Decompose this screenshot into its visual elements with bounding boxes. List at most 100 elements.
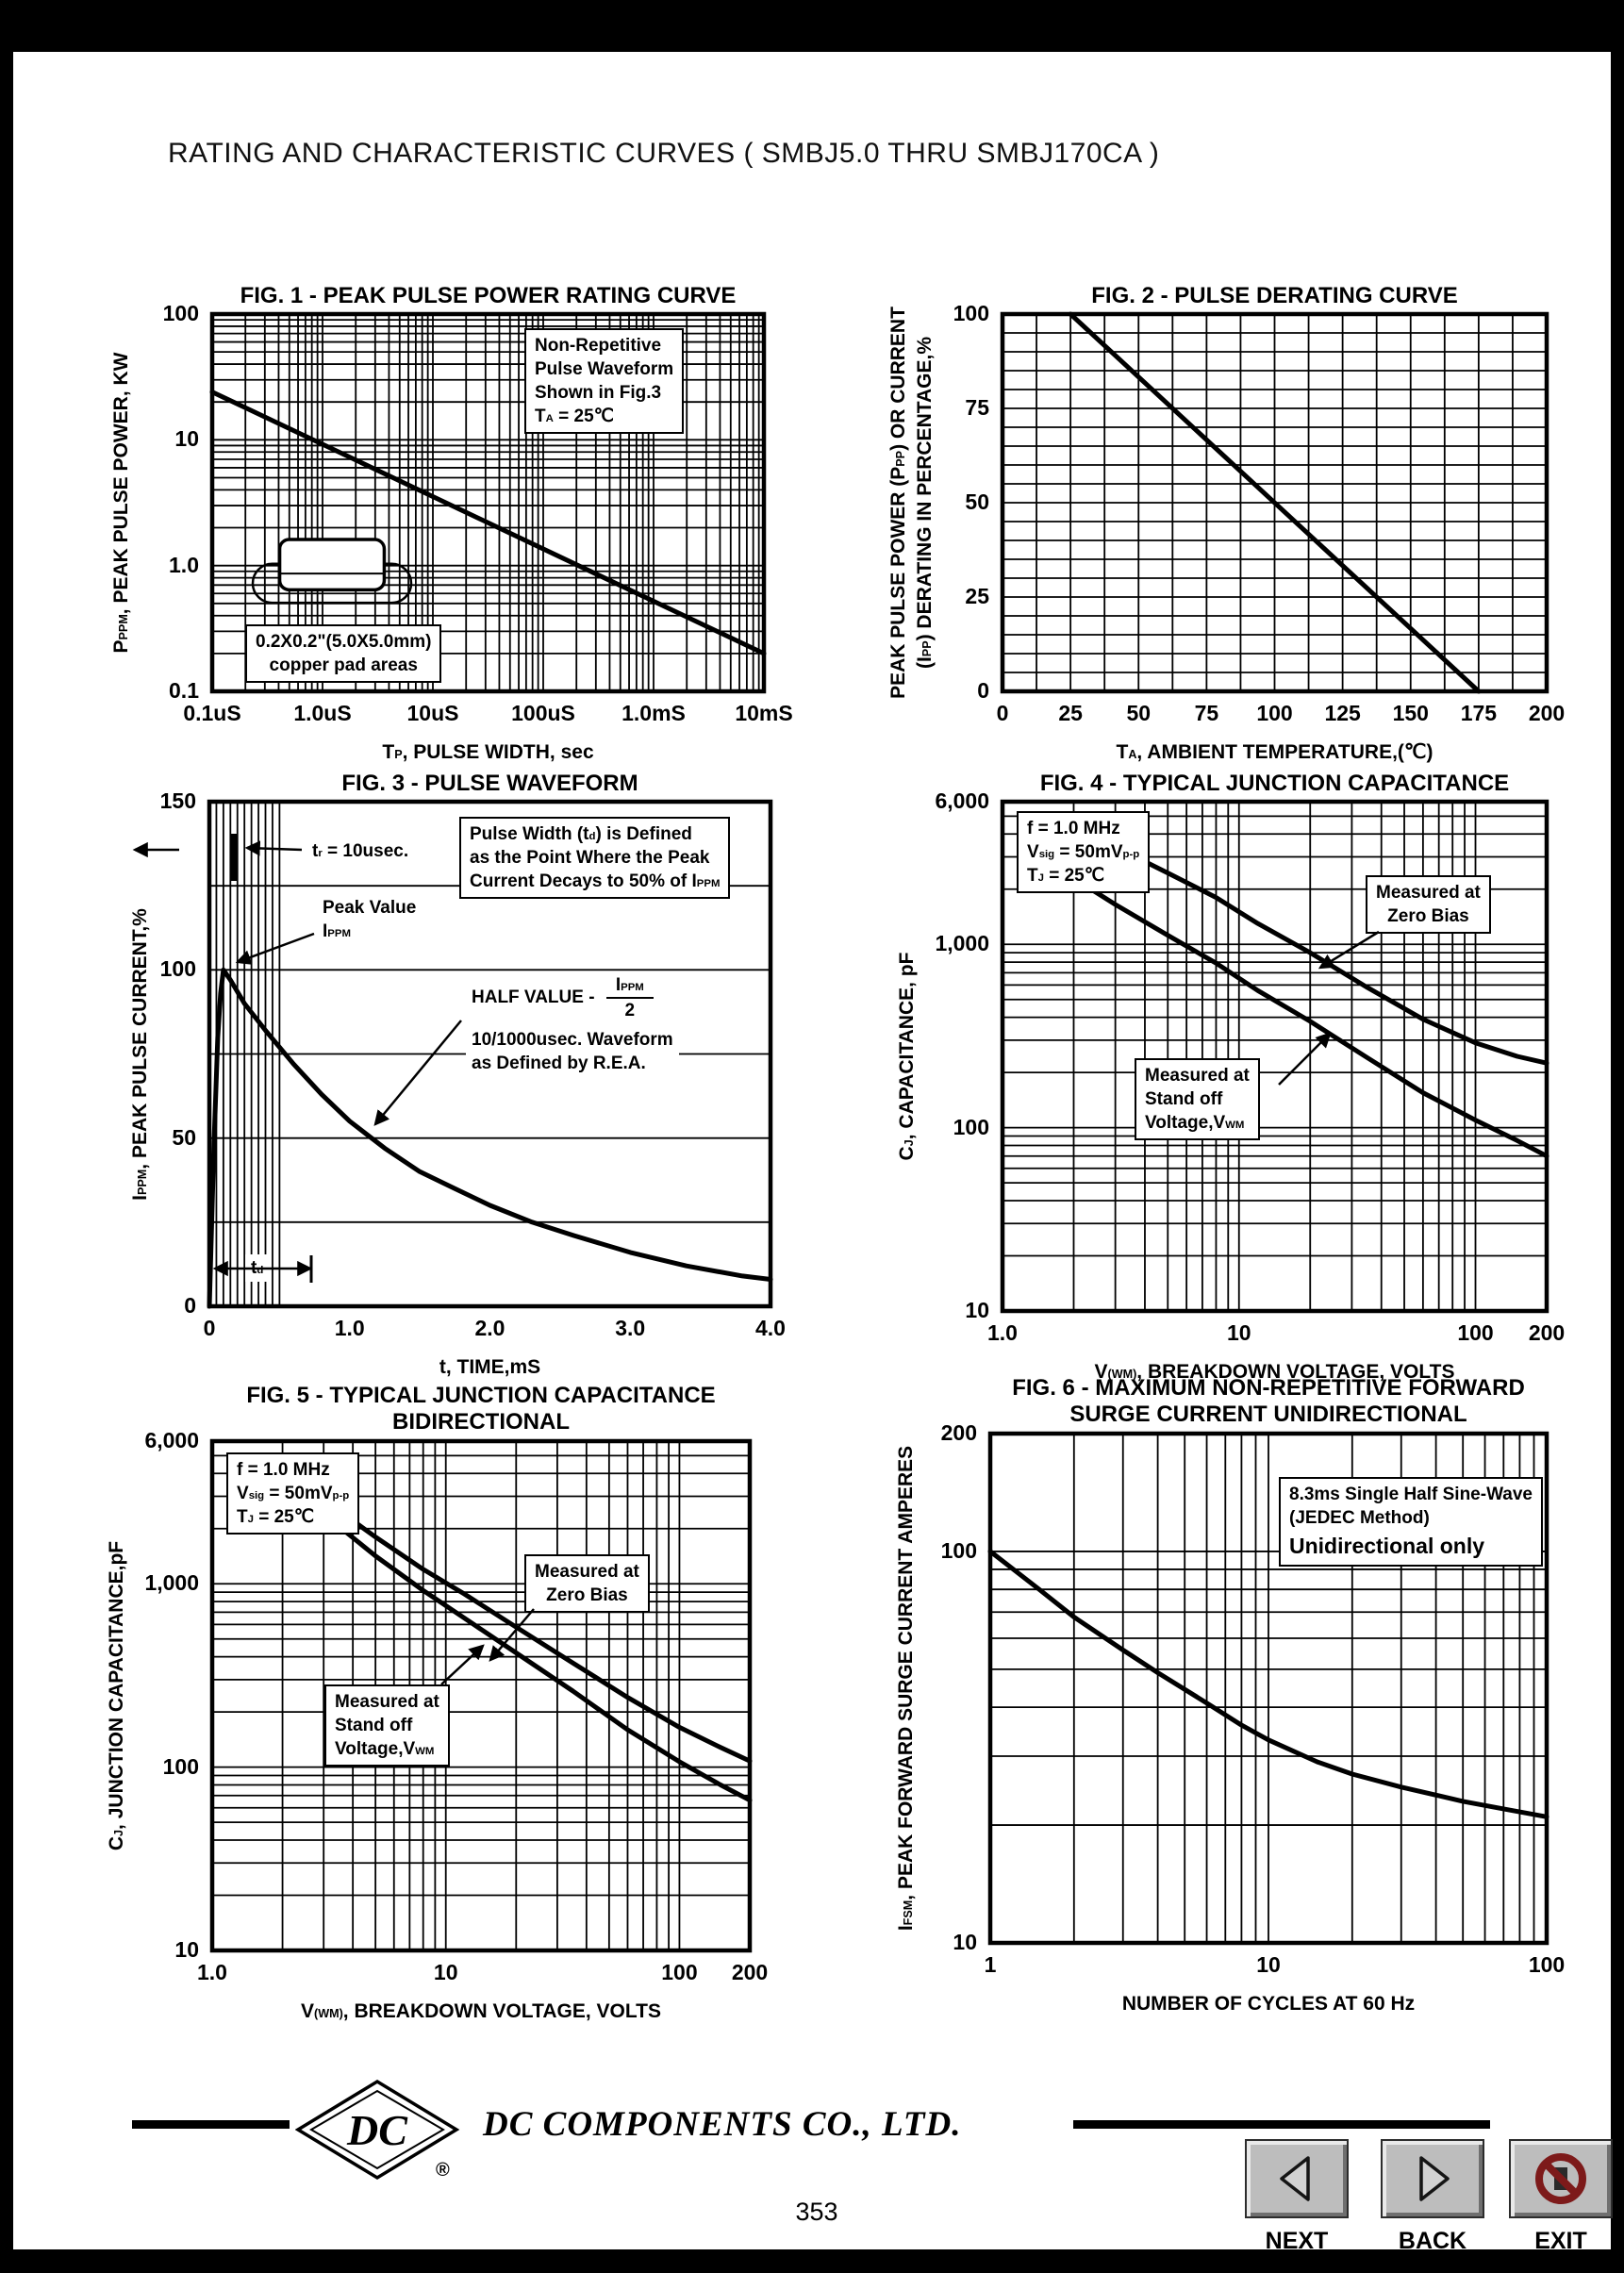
tick-label: 10mS (735, 701, 793, 725)
series-curve (337, 1508, 753, 1764)
fig6-figure: FIG. 6 - MAXIMUM NON-REPETITIVE FORWARD S… (895, 1375, 1565, 2015)
exit-button-label: EXIT (1534, 2228, 1587, 2254)
tick-label: 1.0 (197, 1960, 227, 1984)
registered-trademark: ® (436, 2160, 450, 2181)
tick-label: 6,000 (144, 1428, 199, 1452)
footer-rule-left (132, 2120, 290, 2129)
tick-label: 1.0 (334, 1316, 365, 1340)
tick-label: 200 (1528, 701, 1566, 725)
tick-label: 75 (965, 395, 989, 420)
tick-label: 10uS (406, 701, 459, 725)
footer-rule-right (1073, 2120, 1490, 2129)
tick-label: 150 (1392, 701, 1429, 725)
test-conditions: f = 1.0 MHz Vsig = 50mVp-p TJ = 25℃ (226, 1452, 360, 1535)
back-button[interactable] (1381, 2139, 1484, 2218)
tick-label: 25 (1058, 701, 1083, 725)
fig-title: FIG. 1 - PEAK PULSE POWER RATING CURVE (240, 283, 737, 308)
tick-label: 10 (1256, 1952, 1281, 1977)
series-curve (1068, 311, 1482, 694)
tick-label: 2.0 (474, 1316, 505, 1340)
rea-note: 10/1000usec. Waveform as Defined by R.E.A… (466, 1026, 679, 1078)
fig-title: FIG. 5 - TYPICAL JUNCTION CAPACITANCE BID… (246, 1383, 716, 1435)
tick-label: 150 (159, 788, 196, 813)
tick-label: 0.1uS (183, 701, 241, 725)
jedec-note: 8.3ms Single Half Sine-Wave (JEDEC Method… (1279, 1477, 1543, 1567)
logo-diamond-outer (295, 2079, 460, 2181)
x-axis-label: TP, PULSE WIDTH, sec (382, 741, 594, 763)
y-axis-label: IFSM, PEAK FORWARD SURGE CURRENT AMPERES (895, 1445, 917, 1932)
half-value-label: HALF VALUE - IPPM 2 (466, 971, 659, 1025)
back-button-label: BACK (1398, 2228, 1467, 2254)
next-button-label: NEXT (1265, 2228, 1329, 2254)
next-button[interactable] (1245, 2139, 1349, 2218)
series-curve (987, 1549, 1549, 1819)
series-curve (207, 967, 773, 1309)
standoff-label: Measured at Stand off Voltage,VWM (324, 1684, 450, 1767)
tick-label: 4.0 (755, 1316, 786, 1340)
tick-label: 0 (977, 678, 989, 703)
fig-title: FIG. 3 - PULSE WAVEFORM (341, 771, 638, 796)
fig2-figure: FIG. 2 - PULSE DERATING CURVE PEAK PULSE … (887, 283, 1565, 763)
y-axis-label: IPPM, PEAK PULSE CURRENT,% (129, 907, 151, 1201)
x-axis-label: NUMBER OF CYCLES AT 60 Hz (1121, 1993, 1416, 2015)
tick-label: 100 (1256, 701, 1293, 725)
tick-label: 1 (984, 1952, 997, 1977)
tick-label: 200 (1528, 1320, 1566, 1345)
series-curve (1060, 813, 1549, 1066)
tick-label: 25 (965, 584, 989, 608)
tick-label: 100 (953, 301, 989, 325)
x-axis-label: V(WM), BREAKDOWN VOLTAGE, VOLTS (301, 2000, 661, 2022)
tick-label: 1,000 (144, 1570, 199, 1596)
tick-label: 50 (172, 1124, 196, 1150)
tick-label: 0 (996, 701, 1009, 725)
tick-label: 1.0uS (293, 701, 352, 725)
tick-label: 200 (940, 1420, 977, 1445)
tick-label: 100 (162, 1753, 199, 1779)
company-name: DC COMPONENTS CO., LTD. (483, 2105, 962, 2144)
page-title: RATING AND CHARACTERISTIC CURVES ( SMBJ5… (168, 138, 1160, 169)
fig-title: FIG. 6 - MAXIMUM NON-REPETITIVE FORWARD S… (1012, 1375, 1525, 1427)
logo-diamond-inner (309, 2089, 445, 2170)
tick-label: 175 (1460, 701, 1498, 725)
fig2-plot (1000, 311, 1549, 694)
exit-button[interactable] (1509, 2139, 1613, 2218)
pad-area-note: 0.2X0.2"(5.0X5.0mm) copper pad areas (245, 624, 442, 684)
fig-title: FIG. 2 - PULSE DERATING CURVE (1091, 283, 1458, 308)
tick-label: 100 (940, 1537, 977, 1563)
tick-label: 1.0 (987, 1320, 1018, 1345)
pulse-width-note: Pulse Width (td) is Defined as the Point … (459, 817, 731, 900)
tick-label: 1,000 (935, 931, 989, 956)
page-number: 353 (795, 2198, 838, 2226)
tick-label: 10 (174, 1937, 199, 1962)
series-curve (209, 390, 767, 656)
tick-label: 10 (1226, 1320, 1251, 1345)
x-axis-label: V(WM), BREAKDOWN VOLTAGE, VOLTS (1094, 1361, 1455, 1383)
tick-label: 100uS (511, 701, 575, 725)
standoff-label: Measured at Stand off Voltage,VWM (1135, 1058, 1260, 1141)
tick-label: 3.0 (615, 1316, 646, 1340)
tick-label: 100 (1457, 1320, 1494, 1345)
tick-label: 10 (174, 426, 199, 452)
x-axis-label: t, TIME,mS (439, 1356, 541, 1378)
tick-label: 100 (953, 1114, 989, 1139)
tick-label: 0.1 (169, 678, 199, 703)
fig5-figure: FIG. 5 - TYPICAL JUNCTION CAPACITANCE BID… (106, 1383, 768, 2022)
tick-label: 100 (661, 1960, 698, 1984)
dc-logo: DC (295, 2079, 460, 2181)
no-entry-icon (1535, 2153, 1586, 2204)
tick-label: 125 (1324, 701, 1361, 725)
logo-monogram: DC (346, 2106, 408, 2154)
series-curve (1060, 869, 1549, 1159)
series-curve (337, 1524, 753, 1803)
tick-label: 10 (965, 1298, 989, 1322)
tick-label: 6,000 (935, 788, 989, 813)
tick-label: 1.0 (169, 552, 199, 577)
tick-label: 0 (203, 1316, 216, 1340)
test-conditions: f = 1.0 MHz Vsig = 50mVp-p TJ = 25℃ (1017, 811, 1151, 894)
fig4-figure: FIG. 4 - TYPICAL JUNCTION CAPACITANCE CJ,… (896, 771, 1565, 1383)
tick-label: 100 (1528, 1952, 1566, 1977)
triangle-right-icon (1419, 2156, 1450, 2201)
x-axis-label: TA, AMBIENT TEMPERATURE,(℃) (1116, 741, 1433, 763)
tick-label: 50 (1126, 701, 1152, 725)
